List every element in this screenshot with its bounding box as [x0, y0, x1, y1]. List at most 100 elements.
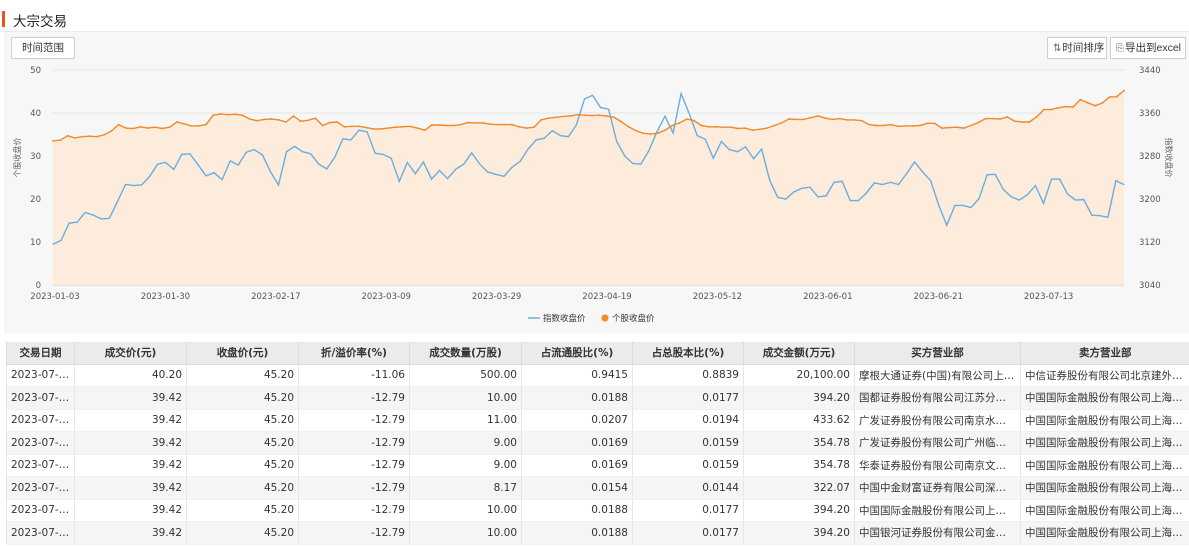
index-close-point — [374, 152, 376, 154]
stock-close-point — [139, 125, 142, 128]
column-header[interactable]: 成交价(元) — [74, 342, 187, 365]
index-close-point — [245, 151, 247, 153]
index-close-point — [261, 154, 263, 156]
table-cell: 45.20 — [186, 521, 299, 545]
index-close-point — [157, 163, 159, 165]
table-cell: 8.17 — [409, 476, 522, 500]
stock-close-point — [584, 114, 586, 117]
stock-close-point — [547, 117, 550, 120]
table-cell: 中国国际金融股份有限公司上海分... — [1020, 431, 1189, 455]
table-cell: 0.0188 — [521, 521, 633, 545]
stock-close-point — [438, 124, 440, 126]
table-cell: 45.20 — [186, 499, 299, 522]
left-tick-label: 30 — [30, 152, 41, 162]
stock-close-point — [1028, 121, 1031, 123]
export-excel-button[interactable]: ⎘导出到excel — [1110, 37, 1186, 59]
table-cell: 0.0169 — [521, 454, 633, 477]
stock-close-point — [125, 127, 127, 129]
stock-close-point — [256, 119, 258, 122]
index-close-point — [648, 150, 650, 152]
stock-close-point — [984, 117, 987, 120]
index-close-point — [881, 183, 884, 186]
stock-close-point — [970, 124, 972, 127]
index-close-point — [1034, 185, 1036, 187]
stock-close-point — [518, 125, 521, 128]
index-close-point — [253, 149, 255, 151]
time-sort-button[interactable]: ⇅时间排序 — [1047, 37, 1107, 59]
stock-close-point — [780, 122, 783, 124]
stock-close-point — [161, 127, 164, 130]
x-tick-label: 2023-03-29 — [472, 292, 521, 302]
index-close-point — [277, 184, 280, 186]
table-row[interactable]: 2023-07-26 39.42 45.20 -12.79 9.00 0.0169 0.01… — [6, 454, 1189, 477]
legend-index-label[interactable]: 指数收盘价 — [543, 313, 586, 324]
stock-close-point — [372, 128, 375, 130]
table-cell: 10.00 — [409, 521, 522, 545]
chart-legend[interactable]: 指数收盘价 个股收盘价 — [528, 313, 655, 324]
index-close-point — [60, 239, 62, 241]
table-cell: 广发证券股份有限公司广州临江大... — [854, 431, 1021, 455]
time-range-button[interactable]: 时间范围 — [11, 37, 75, 59]
index-close-point — [414, 173, 416, 175]
stock-close-point — [992, 117, 994, 120]
stock-close-point — [554, 116, 557, 119]
table-row[interactable]: 2023-07-26 39.42 45.20 -12.79 10.00 0.0188 0.0… — [6, 521, 1189, 545]
table-row[interactable]: 2023-07-26 40.20 45.20 -11.06 500.00 0.9415 0.… — [6, 364, 1189, 387]
stock-close-point — [489, 123, 491, 126]
index-close-point — [728, 149, 731, 151]
column-header[interactable]: 交易日期 — [6, 342, 75, 365]
right-axis-label: 指数收盘价 — [1164, 138, 1174, 178]
stock-close-point — [853, 119, 856, 121]
column-header[interactable]: 占流通股比(%) — [521, 342, 633, 365]
stock-close-point — [707, 125, 710, 128]
index-close-point — [366, 131, 368, 133]
stock-close-point — [329, 121, 331, 124]
table-cell: 45.20 — [186, 431, 299, 455]
index-close-point — [865, 192, 867, 194]
stock-close-point — [234, 113, 237, 116]
stock-close-point — [540, 119, 542, 121]
stock-close-point — [88, 135, 91, 138]
table-row[interactable]: 2023-07-26 39.42 45.20 -12.79 10.00 0.0188 0.0… — [6, 386, 1189, 410]
column-header[interactable]: 占总股本比(%) — [632, 342, 744, 365]
stock-close-point — [409, 125, 411, 128]
legend-stock-label[interactable]: 个股收盘价 — [612, 313, 655, 324]
stock-close-point — [620, 120, 623, 123]
right-axis-ticks: 3040 3120 3200 3280 3360 3440 — [1139, 66, 1161, 291]
index-close-point — [495, 173, 497, 175]
stock-close-point — [81, 135, 83, 138]
table-cell: 中国银河证券股份有限公司金华证... — [854, 521, 1021, 545]
table-cell: 39.42 — [74, 521, 187, 545]
index-close-point — [342, 138, 344, 140]
table-row[interactable]: 2023-07-26 39.42 45.20 -12.79 11.00 0.0207 0.0… — [6, 409, 1189, 432]
table-cell: 0.0177 — [632, 499, 744, 522]
table-header-row: 交易日期 成交价(元) 收盘价(元) 折/溢价率(%) 成交数量(万股) 占流通股比(%)… — [6, 342, 1189, 365]
column-header[interactable]: 卖方营业部 — [1020, 342, 1189, 365]
table-row[interactable]: 2023-07-26 39.42 45.20 -12.79 8.17 0.0154 0.01… — [6, 476, 1189, 500]
index-close-point — [197, 164, 199, 166]
index-close-point — [857, 200, 859, 202]
index-close-point — [1091, 214, 1093, 216]
index-close-point — [1115, 180, 1117, 182]
index-close-point — [704, 138, 706, 140]
table-row[interactable]: 2023-07-26 39.42 45.20 -12.79 10.00 0.0188 0.0… — [6, 499, 1189, 522]
index-close-point — [519, 160, 521, 162]
table-cell: -12.79 — [298, 454, 410, 477]
index-close-point — [1107, 216, 1109, 218]
column-header[interactable]: 成交数量(万股) — [409, 342, 522, 365]
table-row[interactable]: 2023-07-26 39.42 45.20 -12.79 9.00 0.0169 0.01… — [6, 431, 1189, 455]
stock-close-point — [132, 127, 135, 130]
stock-close-point — [299, 120, 302, 123]
column-header[interactable]: 成交金额(万元) — [743, 342, 855, 365]
column-header[interactable]: 收盘价(元) — [186, 342, 299, 365]
stock-close-point — [802, 118, 805, 121]
column-header[interactable]: 折/溢价率(%) — [298, 342, 410, 365]
table-cell: 433.62 — [743, 409, 855, 432]
index-close-point — [132, 185, 135, 187]
stock-close-point — [686, 118, 688, 120]
table-body: 2023-07-26 40.20 45.20 -11.06 500.00 0.9415 0.… — [6, 364, 1189, 545]
column-header[interactable]: 买方营业部 — [854, 342, 1021, 365]
stock-close-points — [52, 89, 1125, 245]
stock-close-point — [103, 134, 105, 136]
index-close-point — [1099, 215, 1101, 217]
